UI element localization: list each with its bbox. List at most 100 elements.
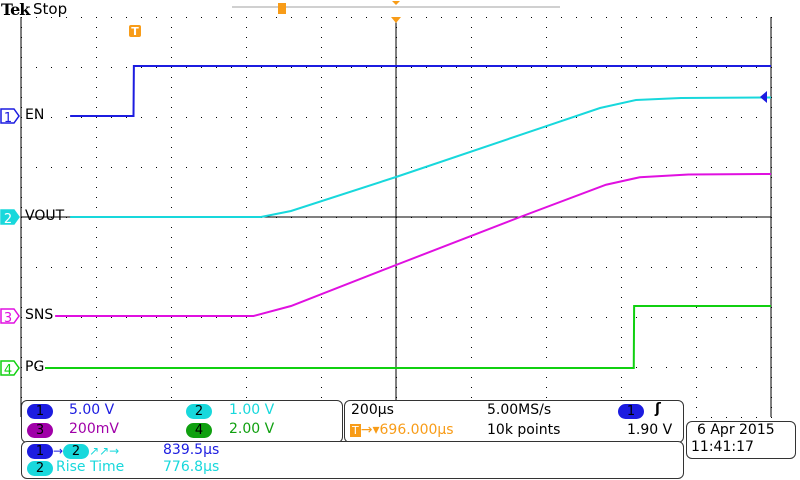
grid-dot [681, 167, 682, 168]
grid-dot [321, 357, 322, 358]
grid-dot [201, 267, 202, 268]
grid-dot [36, 367, 37, 368]
grid-dot [531, 167, 532, 168]
grid-dot [381, 317, 382, 318]
ch2-badge[interactable]: 2 [186, 404, 212, 419]
grid-dot [96, 377, 97, 378]
grid-dot [411, 117, 412, 118]
grid-dot [651, 317, 652, 318]
grid-dot [96, 387, 97, 388]
ch1-badge[interactable]: 1 [27, 404, 53, 419]
grid-dot [186, 167, 187, 168]
grid-dot [141, 117, 142, 118]
grid-dot [96, 117, 97, 118]
grid-dot [141, 267, 142, 268]
grid-dot [96, 137, 97, 138]
grid-dot [621, 327, 622, 328]
grid-dot [171, 267, 172, 268]
grid-dot [756, 267, 757, 268]
grid-dot [471, 227, 472, 228]
trace-vout [70, 96, 772, 218]
trigger-position-marker [391, 17, 401, 23]
grid-dot [261, 17, 262, 18]
grid-dot [696, 147, 697, 148]
grid-dot [171, 237, 172, 238]
grid-dot [336, 267, 337, 268]
grid-dot [246, 287, 247, 288]
grid-dot [696, 157, 697, 158]
ch3-badge[interactable]: 3 [27, 423, 53, 438]
grid-dot [606, 267, 607, 268]
grid-dot [621, 57, 622, 58]
grid-dot [546, 347, 547, 348]
grid-dot [321, 247, 322, 248]
grid-dot [141, 167, 142, 168]
grid-dot [531, 117, 532, 118]
grid-dot [741, 317, 742, 318]
grid-dot [306, 267, 307, 268]
ch2-ground-number: 2 [4, 212, 12, 227]
grid-dot [246, 337, 247, 338]
grid-dot [471, 177, 472, 178]
meas1-dest-badge[interactable]: 2 [63, 444, 90, 459]
grid-dot [636, 367, 637, 368]
grid-dot [141, 317, 142, 318]
acquisition-status: Stop [33, 0, 68, 18]
grid-dot [576, 267, 577, 268]
grid-dot [171, 167, 172, 168]
grid-dot [51, 317, 52, 318]
grid-dot [621, 237, 622, 238]
grid-dot [696, 287, 697, 288]
meas2-source-badge[interactable]: 2 [27, 461, 53, 476]
meas1-value: 839.5µs [163, 442, 220, 458]
grid-dot [366, 267, 367, 268]
grid-dot [186, 317, 187, 318]
grid-dot [546, 97, 547, 98]
time-scale: 200µs [351, 402, 394, 418]
grid-dot [666, 67, 667, 68]
grid-dot [171, 57, 172, 58]
trigger-icon: T [350, 424, 361, 437]
grid-dot [246, 147, 247, 148]
ch4-badge[interactable]: 4 [186, 423, 212, 438]
grid-dot [231, 117, 232, 118]
grid-dot [696, 137, 697, 138]
trigger-position-value: 696.000µs [379, 422, 454, 438]
ch1-ground-marker [0, 108, 20, 124]
grid-dot [546, 157, 547, 158]
grid-dot [111, 67, 112, 68]
grid-dot [231, 167, 232, 168]
grid-dot [546, 377, 547, 378]
grid-dot [246, 17, 247, 18]
ch4-ground-number: 4 [4, 363, 12, 378]
grid-dot [381, 17, 382, 18]
grid-dot [171, 77, 172, 78]
grid-dot [321, 377, 322, 378]
grid-dot [726, 17, 727, 18]
grid-dot [471, 77, 472, 78]
grid-dot [171, 97, 172, 98]
grid-dot [696, 347, 697, 348]
grid-dot [336, 67, 337, 68]
trigger-source-badge[interactable]: 1 [618, 404, 644, 419]
meas1-source-badge[interactable]: 1 [27, 444, 53, 459]
grid-dot [546, 47, 547, 48]
grid-dot [321, 317, 322, 318]
grid-dot [546, 177, 547, 178]
grid-dot [456, 317, 457, 318]
grid-dot [501, 117, 502, 118]
grid-dot [246, 97, 247, 98]
grid-dot [501, 167, 502, 168]
grid-dot [696, 387, 697, 388]
grid-dot [96, 397, 97, 398]
timebase-panel: 200µs 5.00MS/s 1 ʃ T →▾696.000µs 10k poin… [344, 400, 684, 443]
grid-dot [471, 397, 472, 398]
grid-dot [51, 267, 52, 268]
grid-dot [546, 387, 547, 388]
grid-dot [696, 237, 697, 238]
grid-dot [216, 117, 217, 118]
grid-dot [651, 117, 652, 118]
grid-dot [486, 117, 487, 118]
grid-dot [696, 37, 697, 38]
ch1-label: EN [25, 107, 45, 123]
